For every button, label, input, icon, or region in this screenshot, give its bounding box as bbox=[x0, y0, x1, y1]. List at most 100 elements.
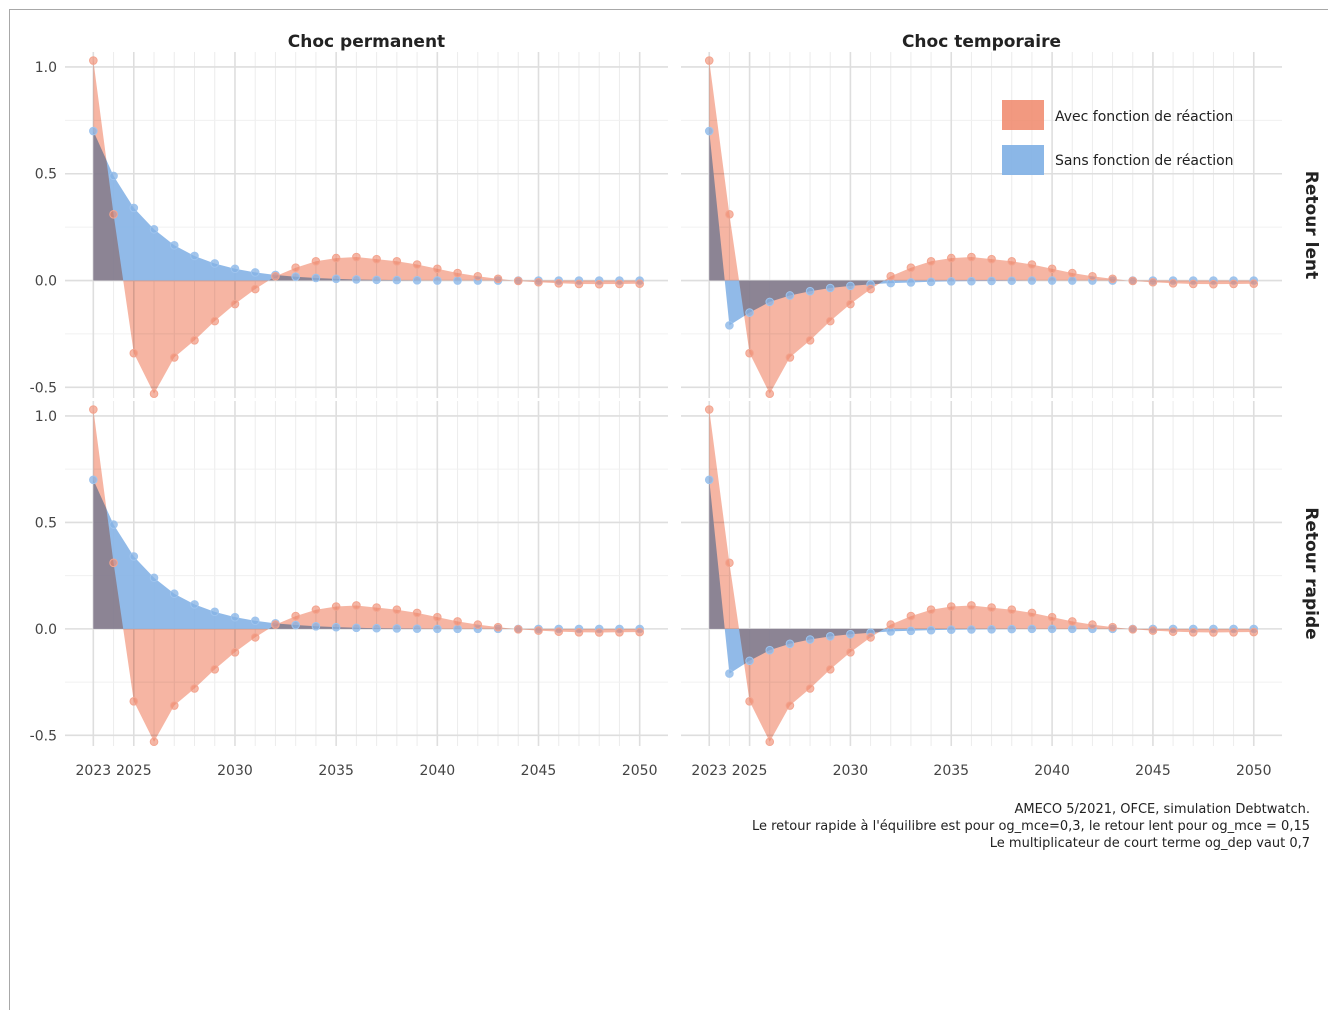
point-avec-fonction bbox=[866, 633, 875, 642]
point-sans-fonction bbox=[190, 600, 199, 609]
x-tick-label: 2045 bbox=[521, 763, 557, 779]
point-avec-fonction bbox=[1067, 268, 1077, 278]
point-sans-fonction bbox=[1067, 276, 1077, 285]
point-avec-fonction bbox=[1047, 612, 1057, 622]
point-sans-fonction bbox=[805, 286, 815, 296]
caption-line-1: AMECO 5/2021, OFCE, simulation Debtwatch… bbox=[1014, 802, 1310, 817]
x-tick-label: 2030 bbox=[217, 763, 253, 779]
point-sans-fonction bbox=[805, 635, 815, 644]
point-sans-fonction bbox=[311, 622, 321, 631]
point-sans-fonction bbox=[129, 203, 139, 213]
point-sans-fonction bbox=[89, 475, 98, 485]
point-avec-fonction bbox=[1229, 627, 1238, 637]
point-avec-fonction bbox=[331, 602, 341, 611]
point-sans-fonction bbox=[1007, 276, 1017, 286]
row-strip-label: Retour rapide bbox=[1301, 507, 1321, 639]
point-sans-fonction bbox=[291, 620, 300, 630]
point-sans-fonction bbox=[1067, 624, 1077, 634]
x-tick-label: 2050 bbox=[1236, 763, 1272, 779]
point-avec-fonction bbox=[1229, 279, 1238, 289]
point-avec-fonction bbox=[433, 612, 442, 622]
point-sans-fonction bbox=[210, 607, 220, 617]
point-avec-fonction bbox=[1007, 605, 1017, 615]
point-avec-fonction bbox=[1088, 271, 1097, 281]
point-sans-fonction bbox=[704, 126, 714, 136]
point-sans-fonction bbox=[1047, 276, 1057, 285]
point-avec-fonction bbox=[129, 696, 139, 706]
point-avec-fonction bbox=[149, 737, 159, 747]
x-tick-label: 2025 bbox=[116, 763, 152, 779]
point-sans-fonction bbox=[392, 275, 402, 285]
point-avec-fonction bbox=[785, 701, 795, 710]
point-sans-fonction bbox=[926, 277, 936, 287]
point-avec-fonction bbox=[493, 622, 503, 632]
point-avec-fonction bbox=[704, 56, 714, 65]
point-avec-fonction bbox=[825, 316, 835, 326]
point-avec-fonction bbox=[1067, 617, 1077, 626]
point-avec-fonction bbox=[210, 665, 220, 674]
point-sans-fonction bbox=[412, 276, 422, 285]
point-sans-fonction bbox=[169, 589, 179, 599]
point-avec-fonction bbox=[1007, 257, 1017, 266]
point-avec-fonction bbox=[372, 254, 381, 264]
point-avec-fonction bbox=[89, 56, 98, 65]
point-avec-fonction bbox=[1148, 277, 1158, 287]
column-strip-label: Choc permanent bbox=[288, 32, 445, 52]
point-avec-fonction bbox=[473, 620, 483, 629]
area-avec-fonction bbox=[709, 409, 1254, 742]
point-avec-fonction bbox=[725, 210, 734, 219]
point-sans-fonction bbox=[210, 259, 220, 268]
point-avec-fonction bbox=[169, 701, 179, 710]
point-avec-fonction bbox=[745, 348, 754, 358]
point-avec-fonction bbox=[250, 633, 260, 642]
point-avec-fonction bbox=[1047, 264, 1057, 274]
point-avec-fonction bbox=[1188, 627, 1198, 637]
area-sans-fonction bbox=[93, 131, 640, 281]
point-sans-fonction bbox=[987, 624, 996, 634]
point-avec-fonction bbox=[765, 737, 775, 747]
point-avec-fonction bbox=[1249, 627, 1259, 637]
point-sans-fonction bbox=[109, 171, 118, 181]
point-sans-fonction bbox=[1047, 624, 1057, 634]
point-avec-fonction bbox=[352, 252, 361, 262]
point-sans-fonction bbox=[765, 645, 775, 655]
point-sans-fonction bbox=[967, 276, 976, 286]
point-sans-fonction bbox=[725, 321, 734, 330]
point-sans-fonction bbox=[433, 276, 442, 285]
x-tick-label: 2025 bbox=[732, 763, 768, 779]
point-avec-fonction bbox=[765, 389, 775, 399]
legend-swatch-avec bbox=[1002, 100, 1044, 130]
point-sans-fonction bbox=[230, 264, 240, 274]
point-sans-fonction bbox=[745, 656, 754, 666]
point-avec-fonction bbox=[866, 284, 875, 294]
point-avec-fonction bbox=[473, 271, 483, 281]
point-avec-fonction bbox=[129, 348, 139, 358]
area-avec-fonction bbox=[93, 60, 640, 394]
area-avec-fonction bbox=[93, 409, 640, 742]
point-avec-fonction bbox=[271, 271, 280, 281]
point-avec-fonction bbox=[1108, 274, 1117, 284]
y-tick-label: -0.5 bbox=[30, 728, 57, 744]
point-sans-fonction bbox=[1027, 624, 1037, 634]
x-tick-label: 2050 bbox=[622, 763, 658, 779]
point-avec-fonction bbox=[1249, 279, 1259, 289]
point-avec-fonction bbox=[635, 627, 644, 637]
column-strip-label: Choc temporaire bbox=[902, 32, 1061, 52]
point-avec-fonction bbox=[1168, 279, 1178, 288]
point-sans-fonction bbox=[129, 552, 139, 561]
point-sans-fonction bbox=[825, 283, 835, 293]
point-sans-fonction bbox=[352, 623, 361, 633]
y-tick-label: 1.0 bbox=[35, 60, 57, 76]
point-avec-fonction bbox=[1088, 620, 1097, 629]
point-avec-fonction bbox=[906, 611, 916, 621]
point-avec-fonction bbox=[311, 605, 321, 615]
point-sans-fonction bbox=[149, 224, 159, 234]
point-avec-fonction bbox=[785, 353, 795, 362]
point-avec-fonction bbox=[574, 627, 584, 637]
point-sans-fonction bbox=[331, 274, 341, 284]
point-avec-fonction bbox=[946, 602, 956, 611]
point-avec-fonction bbox=[331, 253, 341, 263]
point-avec-fonction bbox=[615, 627, 624, 637]
point-sans-fonction bbox=[109, 520, 118, 529]
point-sans-fonction bbox=[190, 251, 199, 261]
